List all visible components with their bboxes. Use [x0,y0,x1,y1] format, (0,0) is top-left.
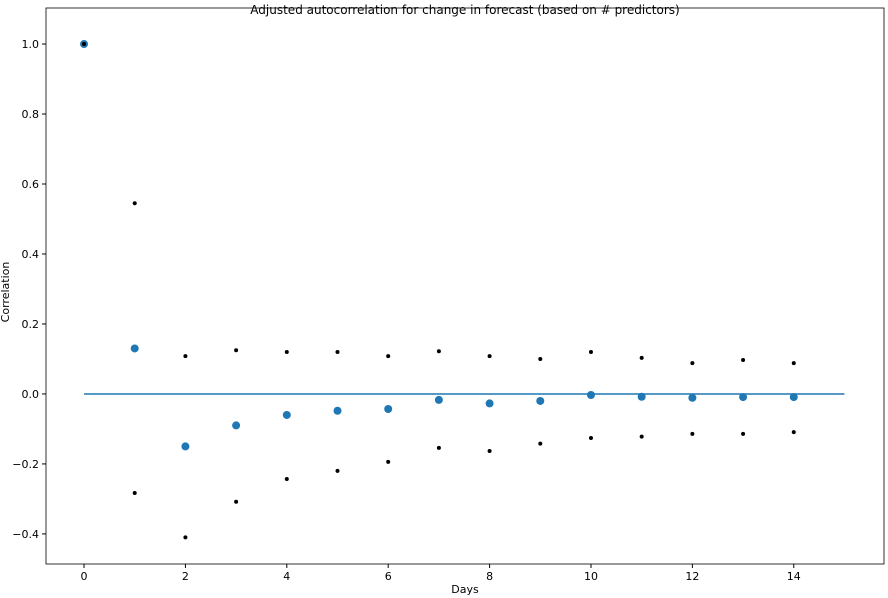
y-tick-label: 0.0 [22,388,40,401]
point [791,361,796,366]
point [282,410,291,419]
point [588,436,593,441]
point [791,430,796,435]
point [132,490,137,495]
y-tick-label: 1.0 [22,38,40,51]
point [234,499,239,504]
point [741,431,746,436]
point [739,393,748,402]
point [234,348,239,353]
point [232,421,241,430]
point [335,349,340,354]
point [132,201,137,206]
x-tick-label: 14 [787,570,801,583]
point [284,349,289,354]
point [333,406,342,415]
chart-title: Adjusted autocorrelation for change in f… [250,3,679,17]
point [538,441,543,446]
point [690,361,695,366]
x-tick-label: 6 [385,570,392,583]
y-tick-label: −0.4 [12,528,39,541]
point [639,434,644,439]
point [637,392,646,401]
point [181,442,190,451]
point [183,354,188,359]
point [335,468,340,473]
point [588,349,593,354]
point [536,396,545,405]
point [436,445,441,450]
point [485,399,494,408]
y-tick-label: 0.8 [22,108,40,121]
point [284,476,289,481]
point [82,42,87,47]
point [384,404,393,413]
y-tick-label: 0.4 [22,248,40,261]
point [586,390,595,399]
plot-frame [45,7,885,565]
point [436,349,441,354]
point [487,354,492,359]
y-tick-label: −0.2 [12,458,39,471]
x-tick-label: 8 [486,570,493,583]
x-tick-label: 4 [283,570,290,583]
point [386,354,391,359]
point [741,358,746,363]
point [487,448,492,453]
x-tick-label: 10 [584,570,598,583]
point [434,395,443,404]
y-axis-label: Correlation [0,262,12,323]
x-tick-label: 12 [685,570,699,583]
y-tick-label: 0.2 [22,318,40,331]
point [386,459,391,464]
x-axis-label: Days [451,583,479,596]
x-tick-label: 0 [81,570,88,583]
point [538,356,543,361]
point [789,393,798,402]
point [639,355,644,360]
x-tick-label: 2 [182,570,189,583]
point [130,344,139,353]
point [183,535,188,540]
point [688,393,697,402]
point [690,431,695,436]
y-tick-label: 0.6 [22,178,40,191]
